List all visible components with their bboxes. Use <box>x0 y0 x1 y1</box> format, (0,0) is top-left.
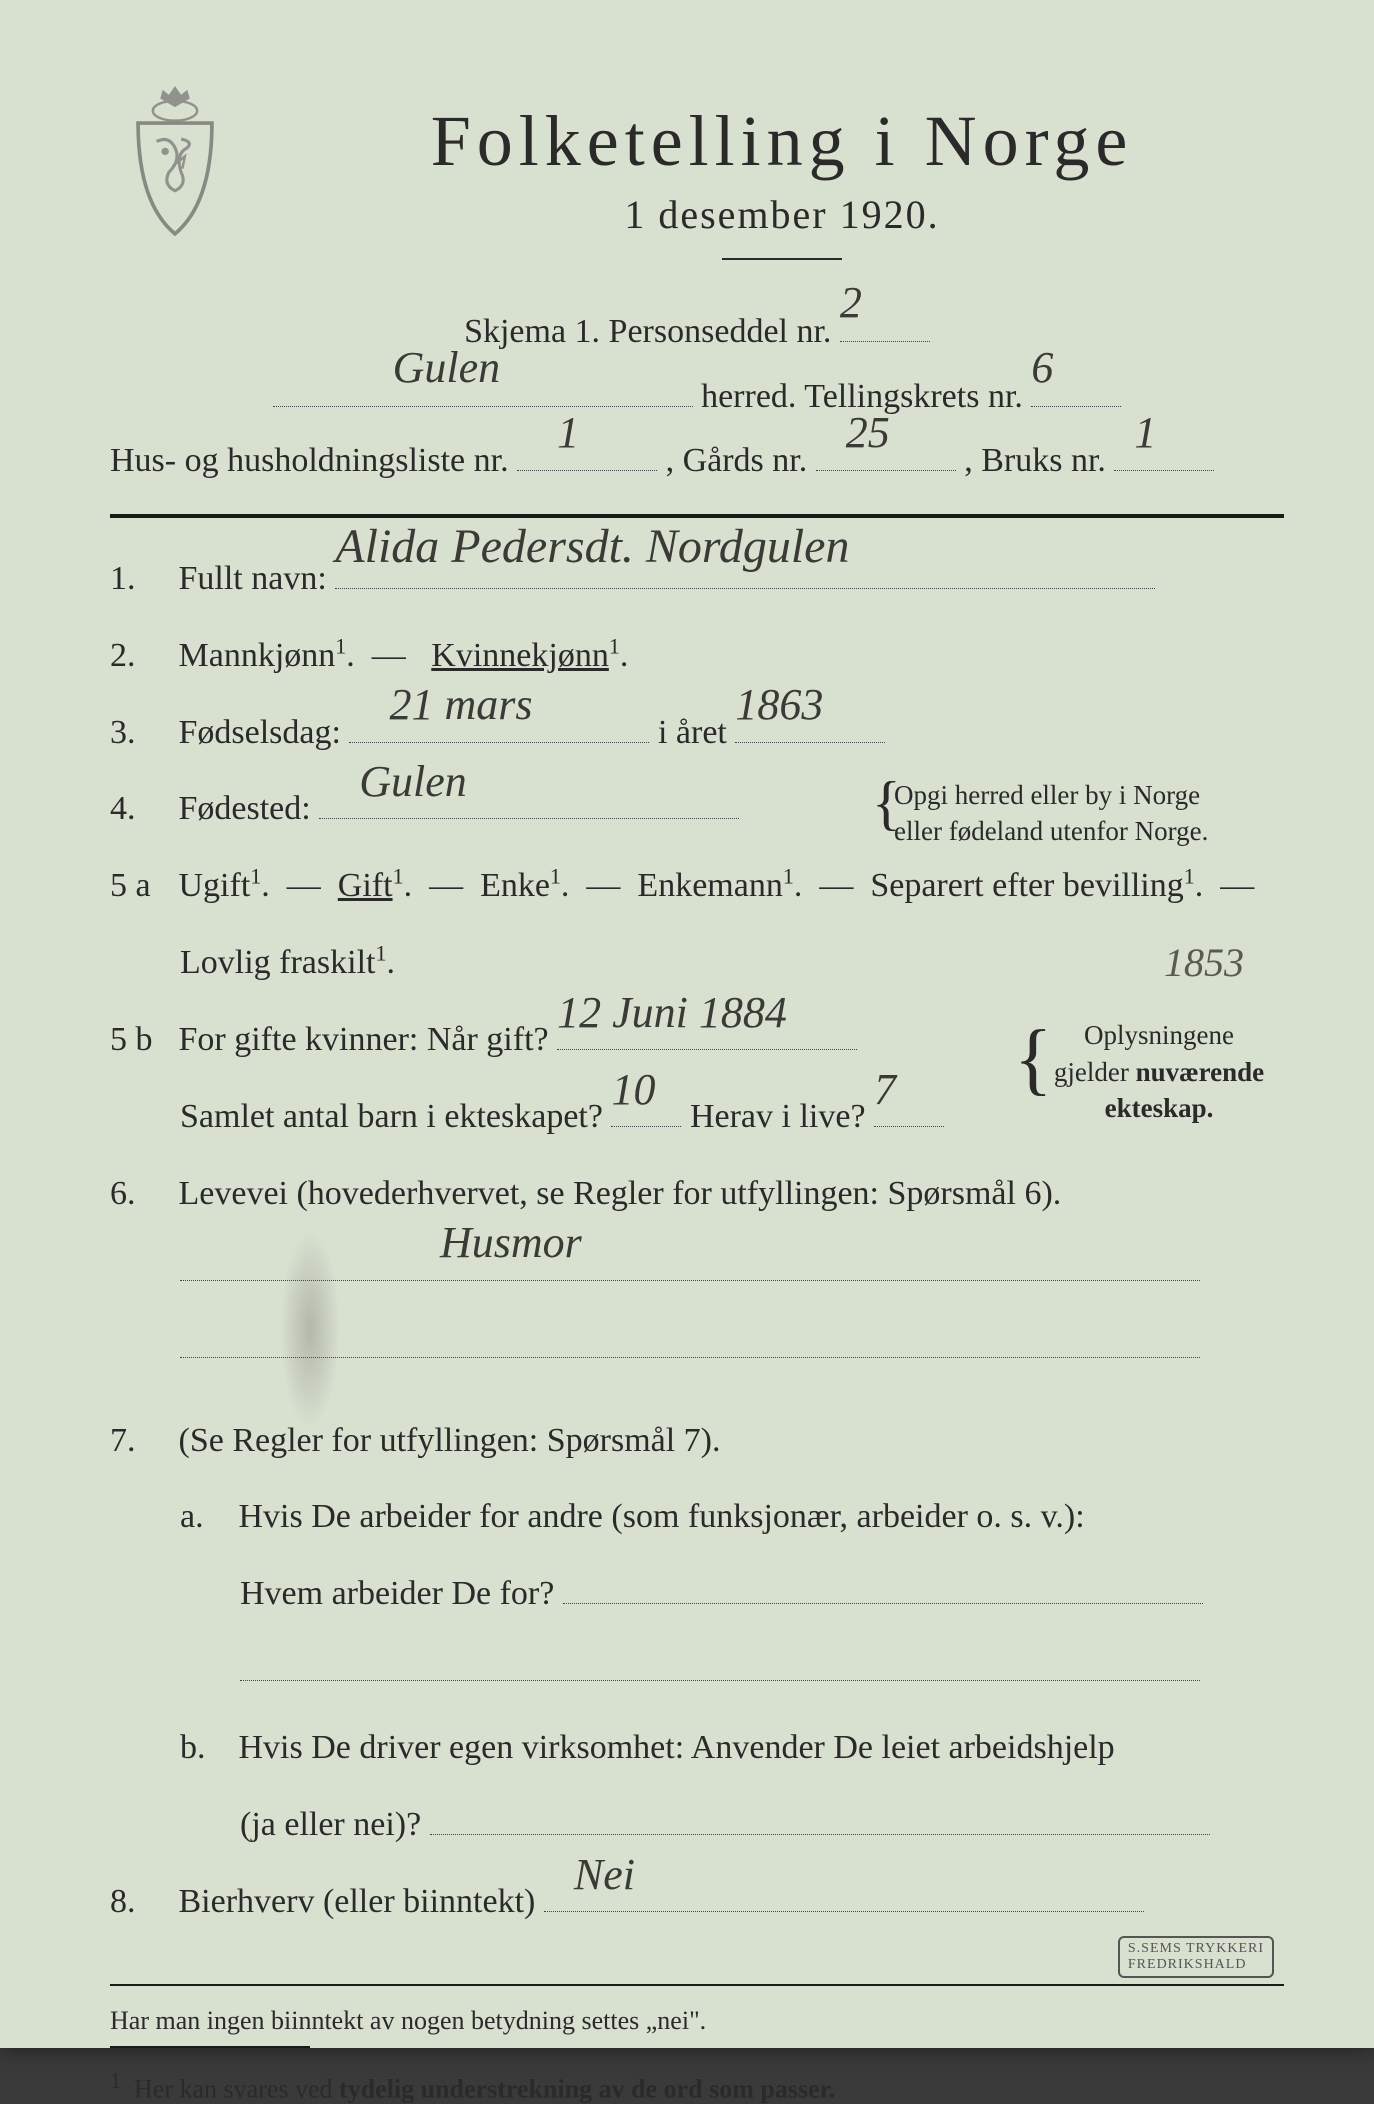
q7a-letter: a. <box>180 1486 230 1549</box>
q2-num: 2. <box>110 625 170 688</box>
q2: 2. Mannkjønn1. — Kvinnekjønn1. <box>110 625 1284 688</box>
q6-value: Husmor <box>440 1202 582 1283</box>
gards-field: 25 <box>816 433 956 471</box>
q7b-l2: (ja eller nei)? <box>240 1806 421 1843</box>
q7b-label: Hvis De driver egen virksomhet: Anvender… <box>239 1729 1115 1766</box>
q5a-opts: Ugift1. — Gift1. — Enke1. — Enkemann1. —… <box>179 867 1255 904</box>
q7: 7. (Se Regler for utfyllingen: Spørsmål … <box>110 1410 1284 1473</box>
q1-num: 1. <box>110 548 170 611</box>
q4-note: { Opgi herred eller by i Norge eller fød… <box>894 778 1274 848</box>
q3-mid: i året <box>658 714 727 751</box>
q7a-field <box>563 1566 1203 1604</box>
hus-line: Hus- og husholdningsliste nr. 1 , Gårds … <box>110 429 1284 494</box>
q5a: 5 a Ugift1. — Gift1. — Enke1. — Enkemann… <box>110 855 1284 918</box>
skjema-label: Skjema 1. Personseddel nr. <box>464 313 831 350</box>
header: Folketelling i Norge 1 desember 1920. <box>110 100 1284 280</box>
brace-icon: { <box>872 788 901 818</box>
printer-stamp: S.SEMS TRYKKERIFREDRIKSHALD <box>1118 1936 1274 1978</box>
herred-field: Gulen <box>273 368 693 406</box>
q3: 3. Fødselsdag: 21 mars i året 1863 <box>110 702 1284 765</box>
hus-field: 1 <box>517 433 657 471</box>
q8-num: 8. <box>110 1871 170 1934</box>
bruks-value: 1 <box>1134 391 1156 475</box>
q7a-line2: Hvem arbeider De for? <box>110 1563 1284 1626</box>
q3-year-field: 1863 <box>735 704 885 742</box>
q3-label: Fødselsdag: <box>179 714 341 751</box>
tellingskrets-field: 6 <box>1031 368 1121 406</box>
herred-value: Gulen <box>393 326 501 410</box>
q5b-live: 7 <box>874 1049 896 1130</box>
bruks-label: , Bruks nr. <box>964 442 1106 479</box>
q5b-l1: For gifte kvinner: Når gift? <box>179 1021 549 1058</box>
q7a-label: Hvis De arbeider for andre (som funksjon… <box>239 1498 1085 1535</box>
q2-mann: Mannkjønn <box>179 637 336 674</box>
herred-line: Gulen herred. Tellingskrets nr. 6 <box>110 365 1284 430</box>
q1-value: Alida Pedersdt. Nordgulen <box>335 503 849 592</box>
q1-label: Fullt navn: <box>179 560 327 597</box>
q5b-l2b: Herav i live? <box>690 1098 866 1135</box>
q3-day: 21 mars <box>389 664 532 745</box>
subtitle: 1 desember 1920. <box>280 191 1284 238</box>
bruks-field: 1 <box>1114 433 1214 471</box>
footnote-1: Har man ingen biinntekt av nogen betydni… <box>110 2006 1284 2036</box>
personseddel-field: 2 <box>840 304 930 342</box>
personseddel-value: 2 <box>840 261 862 345</box>
brace-icon: { <box>1014 1039 1052 1079</box>
q5b: 5 b For gifte kvinner: Når gift? 12 Juni… <box>110 1009 1284 1072</box>
q1-field: Alida Pedersdt. Nordgulen <box>335 550 1155 588</box>
q7a-blank <box>110 1640 1284 1703</box>
q8-label: Bierhverv (eller biinntekt) <box>179 1883 536 1920</box>
tellingskrets-value: 6 <box>1031 326 1053 410</box>
q8: 8. Bierhverv (eller biinntekt) Nei <box>110 1871 1284 1934</box>
skjema-line: Skjema 1. Personseddel nr. 2 <box>110 300 1284 365</box>
q6-num: 6. <box>110 1163 170 1226</box>
q5b-gift: 12 Juni 1884 <box>557 972 787 1053</box>
gards-label: , Gårds nr. <box>666 442 808 479</box>
q5b-l2a: Samlet antal barn i ekteskapet? <box>180 1098 603 1135</box>
title-block: Folketelling i Norge 1 desember 1920. <box>280 100 1284 280</box>
q7-num: 7. <box>110 1410 170 1473</box>
q7a: a. Hvis De arbeider for andre (som funks… <box>110 1486 1284 1549</box>
q5b-live-field: 7 <box>874 1089 944 1127</box>
q6: 6. Levevei (hovederhvervet, se Regler fo… <box>110 1163 1284 1226</box>
q4-value: Gulen <box>359 741 467 822</box>
q5b-gift-field: 12 Juni 1884 <box>557 1012 857 1050</box>
q7b-letter: b. <box>180 1717 230 1780</box>
q5b-num: 5 b <box>110 1009 170 1072</box>
q4: 4. Fødested: Gulen { Opgi herred eller b… <box>110 778 1284 841</box>
q3-num: 3. <box>110 702 170 765</box>
main-title: Folketelling i Norge <box>280 100 1284 183</box>
q5a-num: 5 a <box>110 855 170 918</box>
q3-day-field: 21 mars <box>349 704 649 742</box>
q8-field: Nei <box>544 1874 1144 1912</box>
q5b-line2: Samlet antal barn i ekteskapet? 10 Herav… <box>110 1086 1284 1149</box>
q4-num: 4. <box>110 778 170 841</box>
q4-label: Fødested: <box>179 790 311 827</box>
q4-field: Gulen <box>319 781 739 819</box>
q1: 1. Fullt navn: Alida Pedersdt. Nordgulen <box>110 548 1284 611</box>
coat-of-arms-icon <box>110 80 240 240</box>
hus-label: Hus- og husholdningsliste nr. <box>110 442 509 479</box>
title-rule <box>722 258 842 260</box>
census-form-page: Folketelling i Norge 1 desember 1920. Sk… <box>0 0 1374 2048</box>
q7b-line2: (ja eller nei)? <box>110 1794 1284 1857</box>
footnote-2: 1 Her kan svares ved tydelig understrekn… <box>110 2068 1284 2104</box>
q8-value: Nei <box>574 1834 635 1915</box>
q7b: b. Hvis De driver egen virksomhet: Anven… <box>110 1717 1284 1780</box>
q7a-l2: Hvem arbeider De for? <box>240 1575 554 1612</box>
q7b-field <box>430 1797 1210 1835</box>
q5b-barn: 10 <box>611 1049 655 1130</box>
q7-label: (Se Regler for utfyllingen: Spørsmål 7). <box>179 1422 721 1459</box>
q6-label: Levevei (hovederhvervet, se Regler for u… <box>179 1175 1062 1212</box>
divider-2 <box>110 1984 1284 1986</box>
hus-value: 1 <box>557 391 579 475</box>
q3-year: 1863 <box>735 664 823 745</box>
q5b-barn-field: 10 <box>611 1089 681 1127</box>
gards-value: 25 <box>846 391 890 475</box>
paper-smudge <box>280 1230 340 1430</box>
q5a-margin: 1853 <box>1164 926 1244 1000</box>
